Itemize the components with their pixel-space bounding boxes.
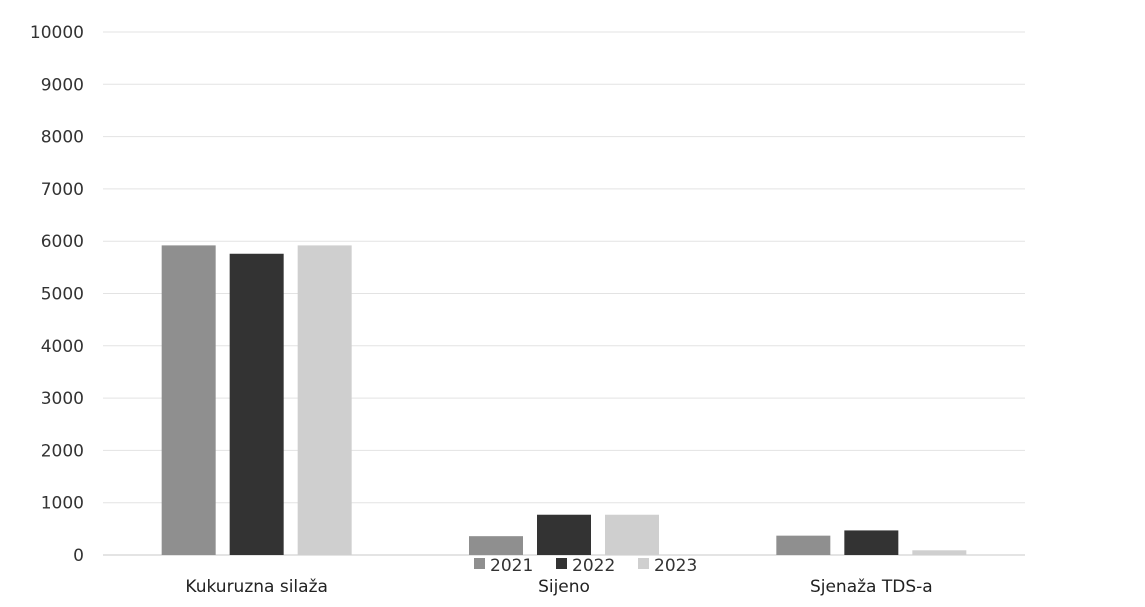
bar-2023-0 [297, 245, 352, 555]
y-tick-label: 3000 [41, 389, 84, 409]
legend-swatch-2021 [474, 558, 485, 569]
bar-2023-1 [605, 514, 659, 555]
bar-2022-0 [229, 253, 284, 555]
y-tick-label: 6000 [41, 232, 84, 252]
legend-label: 2022 [572, 556, 615, 576]
bar-2021-0 [161, 245, 216, 555]
x-category-label: Kukuruzna silaža [185, 577, 328, 597]
bar-2022-1 [537, 514, 591, 555]
legend-label: 2023 [654, 556, 697, 576]
legend-swatch-2022 [556, 558, 567, 569]
y-tick-label: 2000 [41, 441, 84, 461]
y-tick-label: 1000 [41, 494, 84, 514]
bar-2023-2 [912, 550, 967, 555]
y-tick-label: 5000 [41, 285, 84, 305]
legend-swatch-2023 [638, 558, 649, 569]
legend-label: 2021 [490, 556, 533, 576]
legend: 2021 2022 2023 [474, 556, 697, 576]
bar-2021-2 [776, 535, 831, 555]
x-category-label: Sijeno [538, 577, 590, 597]
bar-2021-1 [469, 536, 523, 555]
y-tick-label: 0 [73, 546, 84, 566]
y-axis-tick-labels: 0 1000 2000 3000 4000 5000 6000 7000 8000 9000 100… [30, 23, 84, 566]
y-tick-label: 8000 [41, 128, 84, 148]
y-tick-label: 9000 [41, 75, 84, 95]
y-tick-label: 10000 [30, 23, 84, 43]
bar-2022-2 [844, 530, 899, 555]
y-tick-label: 4000 [41, 337, 84, 357]
y-tick-label: 7000 [41, 180, 84, 200]
bars [161, 245, 967, 555]
x-category-label: Sjenaža TDS-a [810, 577, 933, 597]
x-axis-category-labels: Kukuruzna silaža Sijeno Sjenaža TDS-a [185, 577, 932, 597]
